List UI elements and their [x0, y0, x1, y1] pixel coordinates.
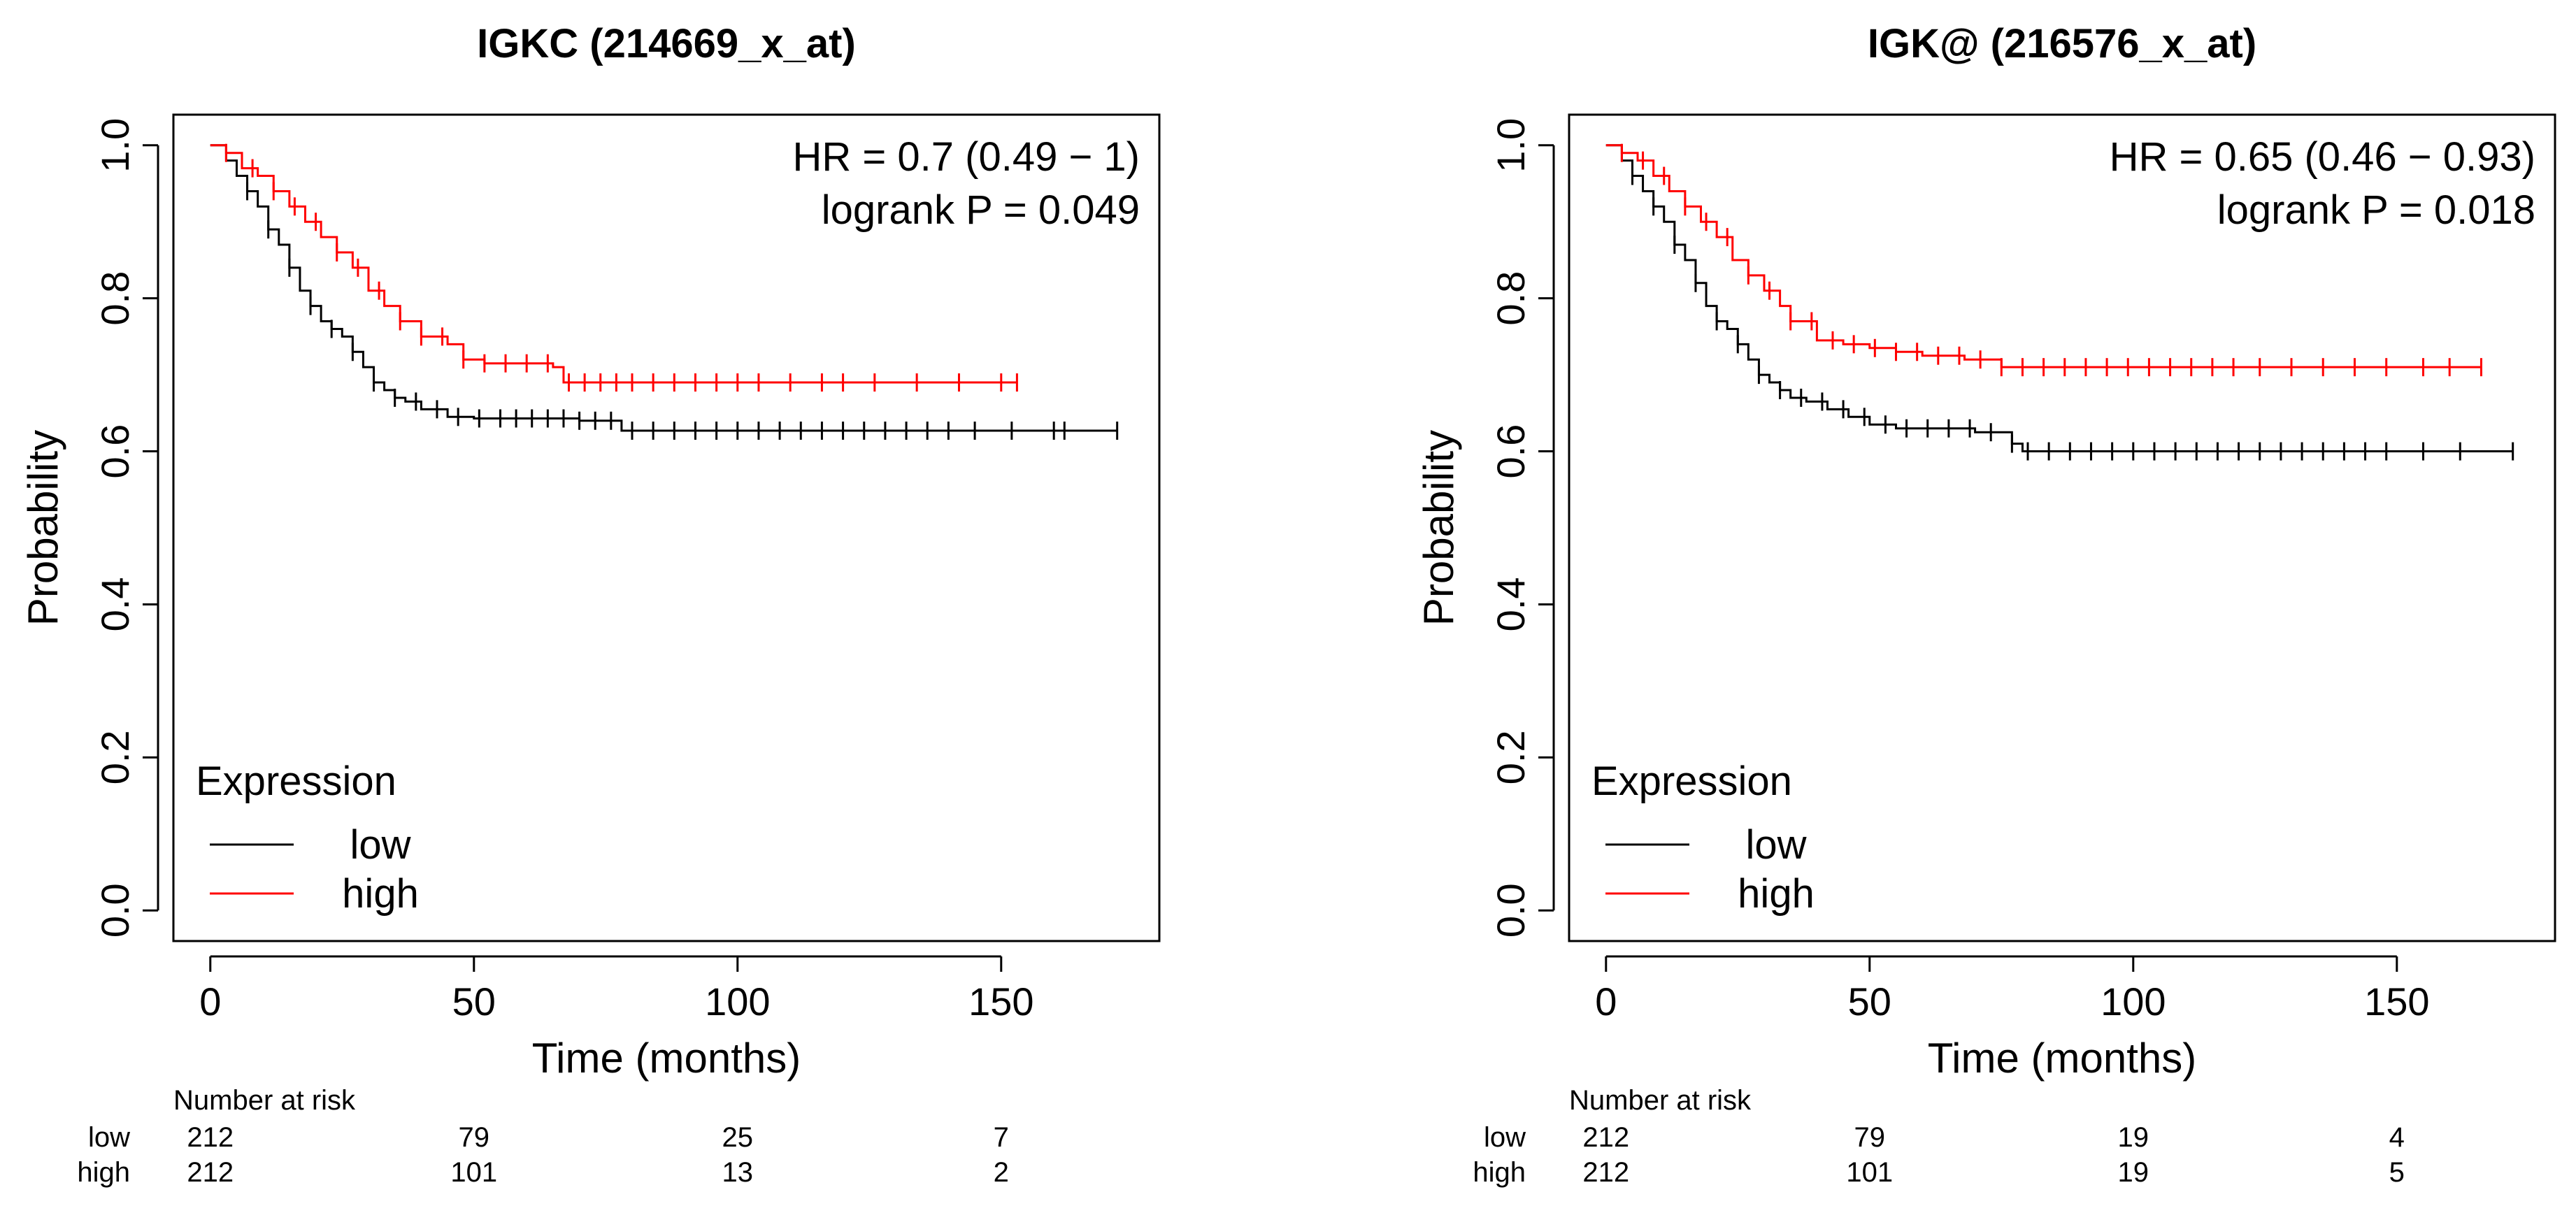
risk-value-low: 79	[1854, 1122, 1886, 1153]
survival-curve-high	[1605, 144, 2482, 368]
risk-value-high: 101	[450, 1157, 497, 1188]
y-axis-label: Probability	[20, 430, 66, 626]
y-tick-label: 0.2	[1489, 730, 1533, 784]
risk-row-label-low: low	[1484, 1122, 1526, 1153]
plot-frame	[1568, 113, 2556, 942]
x-tick-label: 0	[1595, 979, 1617, 1024]
km-panel-2: IGK@ (216576_x_at) 0 50 100 150 0.0 0.2 0.4 0.6 0…	[1415, 21, 2556, 1188]
survival-curve-high	[210, 144, 1017, 384]
x-tick-label: 150	[968, 979, 1033, 1024]
risk-value-high: 212	[187, 1157, 234, 1188]
risk-row-label-low: low	[88, 1122, 130, 1153]
risk-value-high: 13	[722, 1157, 754, 1188]
risk-value-high: 101	[1846, 1157, 1893, 1188]
risk-value-low: 212	[187, 1122, 234, 1153]
x-axis-label: Time (months)	[532, 1035, 801, 1082]
x-tick-label: 50	[1848, 979, 1891, 1024]
annotation-1: HR = 0.7 (0.49 − 1)	[793, 134, 1140, 180]
y-tick-label: 0.0	[93, 883, 137, 938]
risk-table-header: Number at risk	[1569, 1085, 1752, 1116]
risk-value-low: 79	[459, 1122, 490, 1153]
y-tick-label: 0.4	[1489, 577, 1533, 632]
legend-label-high: high	[1738, 871, 1815, 917]
risk-value-high: 212	[1582, 1157, 1629, 1188]
y-tick-label: 1.0	[1489, 118, 1533, 173]
y-axis-label: Probability	[1415, 430, 1462, 626]
y-tick-label: 0.6	[1489, 424, 1533, 479]
y-tick-label: 0.8	[1489, 271, 1533, 326]
legend-label-low: low	[350, 822, 411, 868]
chart-title: IGKC (214669_x_at)	[477, 21, 856, 66]
x-tick-label: 50	[452, 979, 496, 1024]
y-tick-label: 0.6	[93, 424, 137, 479]
x-tick-label: 150	[2364, 979, 2429, 1024]
y-tick-label: 1.0	[93, 118, 137, 173]
km-panel-1: IGKC (214669_x_at) 0 50 100 150 0.0 0.2 0.4 0.6 0…	[20, 21, 1161, 1188]
x-tick-label: 100	[2101, 979, 2166, 1024]
risk-value-high: 2	[994, 1157, 1009, 1188]
legend-label-low: low	[1745, 822, 1807, 868]
annotation-1: HR = 0.65 (0.46 − 0.93)	[2110, 134, 2535, 180]
y-tick-label: 0.0	[1489, 883, 1533, 938]
risk-value-low: 4	[2389, 1122, 2405, 1153]
annotation-2: logrank P = 0.049	[822, 187, 1140, 233]
legend-title: Expression	[196, 759, 396, 804]
y-tick-label: 0.8	[93, 271, 137, 326]
survival-curve-low	[1605, 144, 2513, 453]
risk-value-low: 25	[722, 1122, 754, 1153]
y-tick-label: 0.2	[93, 730, 137, 784]
risk-row-label-high: high	[1473, 1157, 1526, 1188]
risk-value-high: 19	[2118, 1157, 2149, 1188]
risk-table-header: Number at risk	[173, 1085, 356, 1116]
legend-title: Expression	[1591, 759, 1792, 804]
legend-label-high: high	[342, 871, 419, 917]
x-tick-label: 100	[705, 979, 770, 1024]
x-axis-label: Time (months)	[1928, 1035, 2197, 1082]
risk-value-low: 212	[1582, 1122, 1629, 1153]
x-tick-label: 0	[199, 979, 221, 1024]
risk-value-low: 19	[2118, 1122, 2149, 1153]
annotation-2: logrank P = 0.018	[2217, 187, 2535, 233]
risk-row-label-high: high	[77, 1157, 130, 1188]
plot-frame	[172, 113, 1161, 942]
y-tick-label: 0.4	[93, 577, 137, 632]
risk-value-low: 7	[994, 1122, 1009, 1153]
risk-value-high: 5	[2389, 1157, 2405, 1188]
chart-title: IGK@ (216576_x_at)	[1868, 21, 2256, 66]
